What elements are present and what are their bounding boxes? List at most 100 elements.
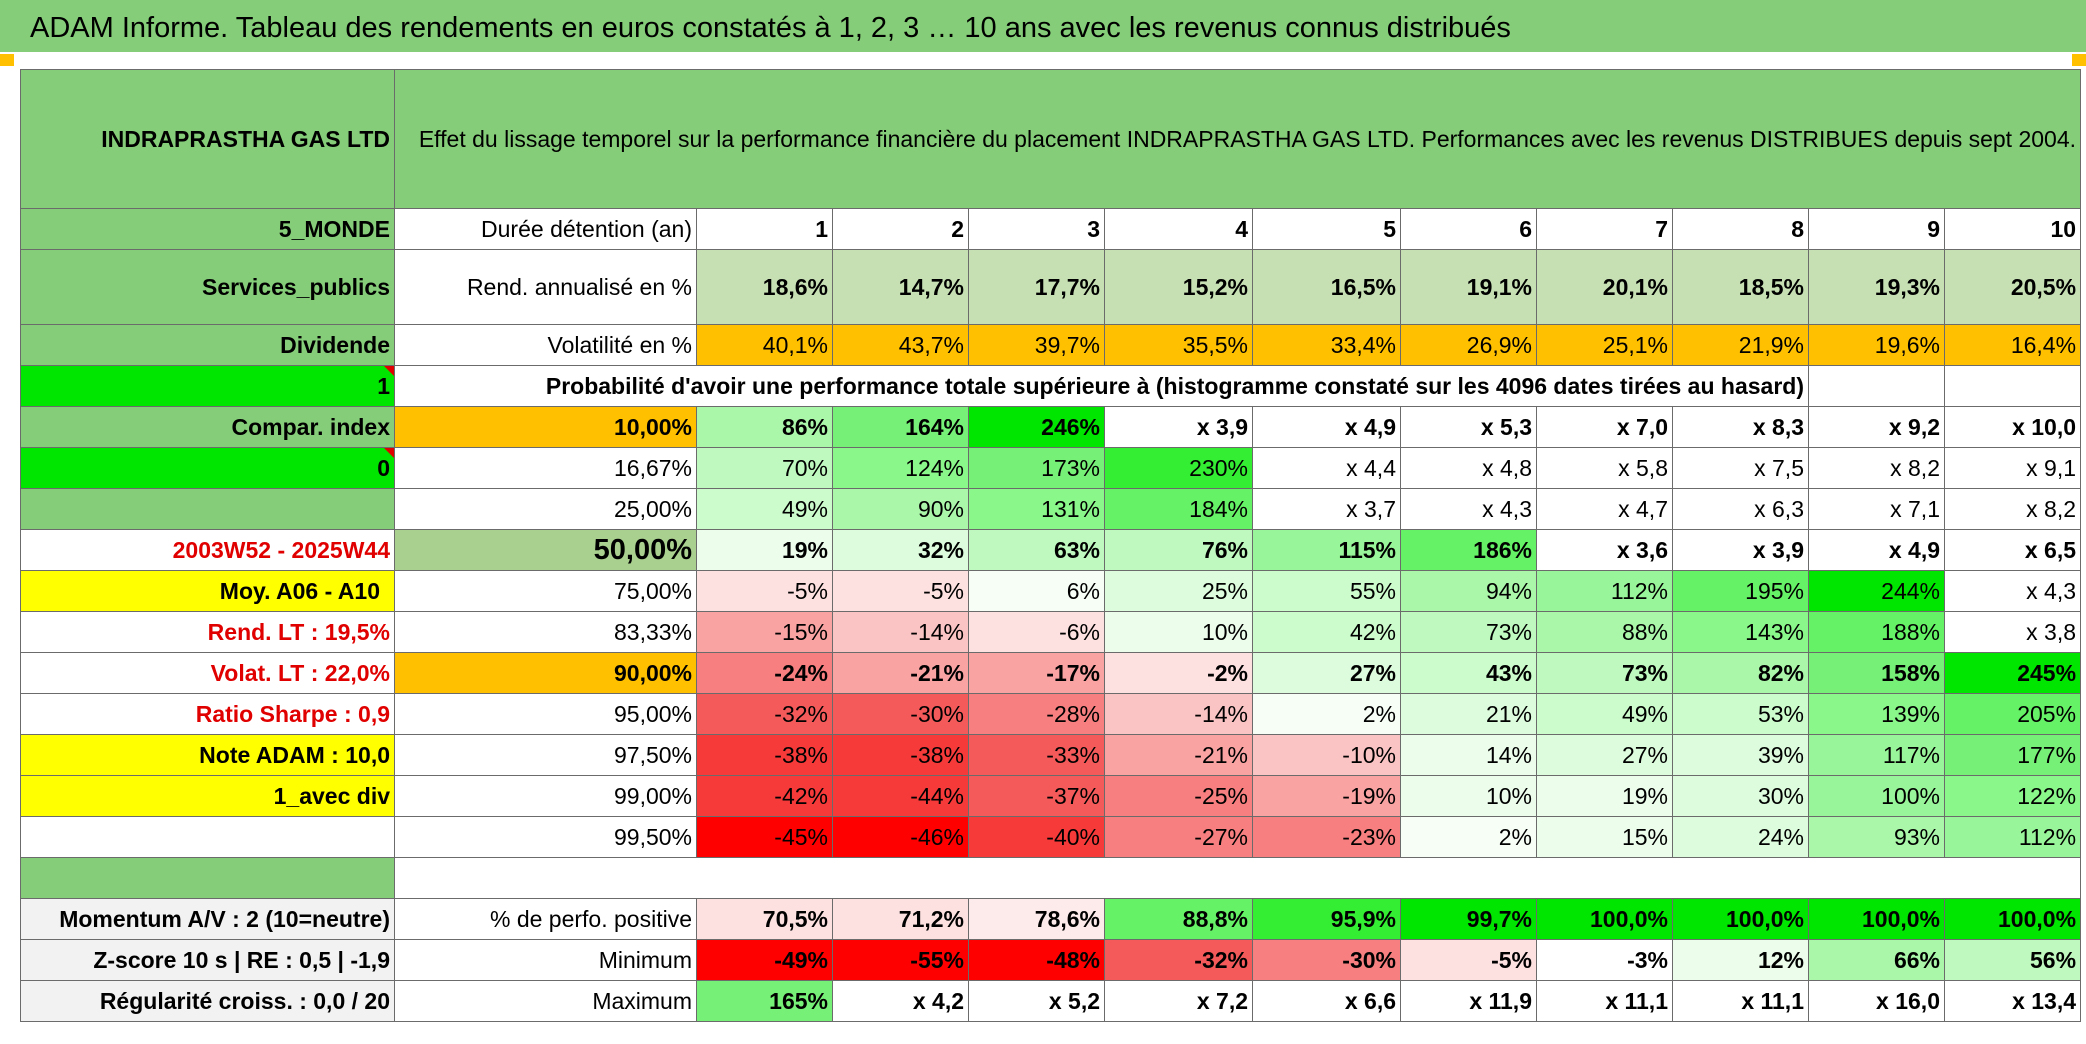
rend-cell: 15,2% [1104, 249, 1253, 325]
probability-cell: 246% [968, 406, 1105, 448]
rend-cell: 19,3% [1808, 249, 1945, 325]
probability-cell: 39% [1672, 734, 1809, 776]
probability-cell: -17% [968, 652, 1105, 694]
probability-row: 0 16,67% 70% 124% 173% 230% x 4,4 x 4,8 x 5,8 x 7… [20, 447, 2082, 489]
summary-cell: 99,7% [1400, 898, 1537, 940]
probability-cell: -21% [832, 652, 969, 694]
summary-cell: x 11,9 [1400, 980, 1537, 1022]
rend-cell: 20,1% [1536, 249, 1673, 325]
probability-row: Rend. LT : 19,5% 83,33% -15% -14% -6% 10% 42% 7… [20, 611, 2082, 653]
header-row: INDRAPRASTHA GAS LTD Effet du lissage te… [20, 69, 2082, 209]
summary-cell: 100,0% [1536, 898, 1673, 940]
probability-cell: 122% [1943, 775, 2082, 817]
probability-cell: x 3,9 [1104, 406, 1253, 448]
one-cell[interactable]: 1 [20, 365, 395, 407]
summary-cell: -3% [1536, 939, 1673, 981]
probability-cell: 6% [968, 570, 1105, 612]
rend-label: Rend. annualisé en % [394, 249, 697, 325]
summary-cell: 95,9% [1252, 898, 1401, 940]
probability-cell: 14% [1400, 734, 1537, 776]
probability-cell: 177% [1943, 734, 2082, 776]
zero-cell[interactable]: 0 [20, 447, 395, 489]
moy-label: Moy. A06 - A10 [20, 570, 395, 612]
summary-cell: 88,8% [1104, 898, 1253, 940]
probability-cell: 245% [1943, 652, 2082, 694]
probability-cell: 173% [968, 447, 1105, 489]
vol-label: Volatilité en % [394, 324, 697, 366]
probability-cell: -38% [696, 734, 833, 776]
summary-cell: -49% [696, 939, 833, 981]
probability-cell: 115% [1252, 529, 1401, 571]
rend-cell: 20,5% [1943, 249, 2082, 325]
summary-cell: 70,5% [696, 898, 833, 940]
probability-row: 1_avec div 99,00% -42% -44% -37% -25% -19% 10% 1… [20, 775, 2082, 817]
probability-cell: 186% [1400, 529, 1537, 571]
probability-cell: x 7,1 [1808, 488, 1945, 530]
probability-row: 25,00% 49% 90% 131% 184% x 3,7 x 4,3 x 4,7 x 6,3… [20, 488, 2082, 530]
summary-cell: 100,0% [1943, 898, 2082, 940]
probability-cell: -46% [832, 816, 969, 858]
percentile-label: 25,00% [394, 488, 697, 530]
probability-cell: -33% [968, 734, 1105, 776]
probability-cell: x 4,3 [1400, 488, 1537, 530]
summary-cell: x 11,1 [1536, 980, 1673, 1022]
probability-cell: -5% [696, 570, 833, 612]
probability-cell: x 3,8 [1943, 611, 2082, 653]
vol-cell: 43,7% [832, 324, 969, 366]
vol-cell: 19,6% [1808, 324, 1945, 366]
sector-label: Services_publics [20, 249, 395, 325]
probability-cell: 76% [1104, 529, 1253, 571]
probability-cell: 32% [832, 529, 969, 571]
probability-row: 99,50% -45% -46% -40% -27% -23% 2% 15% 24% 93% 112… [20, 816, 2082, 858]
rend-cell: 17,7% [968, 249, 1105, 325]
summary-cell: x 16,0 [1808, 980, 1945, 1022]
probability-cell: 25% [1104, 570, 1253, 612]
percentile-label: 10,00% [394, 406, 697, 448]
probability-cell: x 4,3 [1943, 570, 2082, 612]
summary-cell: x 7,2 [1104, 980, 1253, 1022]
rend-cell: 14,7% [832, 249, 969, 325]
probability-cell: 53% [1672, 693, 1809, 735]
probability-cell: -40% [968, 816, 1105, 858]
probability-cell: x 8,2 [1808, 447, 1945, 489]
summary-cell: -30% [1252, 939, 1401, 981]
probability-cell: -27% [1104, 816, 1253, 858]
rend-cell: 19,1% [1400, 249, 1537, 325]
probability-cell: 2% [1252, 693, 1401, 735]
probability-cell: 86% [696, 406, 833, 448]
probability-cell: 19% [696, 529, 833, 571]
rend-row: Services_publics Rend. annualisé en % 18… [20, 249, 2082, 325]
rend-cell: 16,5% [1252, 249, 1401, 325]
type-label: Dividende [20, 324, 395, 366]
probability-cell: x 4,7 [1536, 488, 1673, 530]
year-header: 3 [968, 208, 1105, 250]
percentile-label: 99,50% [394, 816, 697, 858]
percentile-label: 97,50% [394, 734, 697, 776]
year-header: 6 [1400, 208, 1537, 250]
vol-cell: 26,9% [1400, 324, 1537, 366]
probability-cell: x 7,5 [1672, 447, 1809, 489]
probability-cell: x 3,6 [1536, 529, 1673, 571]
vol-cell: 39,7% [968, 324, 1105, 366]
summary-left-label: Z-score 10 s | RE : 0,5 | -1,9 [20, 939, 395, 981]
probability-cell: x 4,8 [1400, 447, 1537, 489]
probability-row: Volat. LT : 22,0% 90,00% -24% -21% -17% -2% 27… [20, 652, 2082, 694]
vol-cell: 33,4% [1252, 324, 1401, 366]
sharpe-label: Ratio Sharpe : 0,9 [20, 693, 395, 735]
probability-cell: -14% [1104, 693, 1253, 735]
probability-cell: 124% [832, 447, 969, 489]
probability-cell: x 8,3 [1672, 406, 1809, 448]
summary-cell: 100,0% [1672, 898, 1809, 940]
probability-cell: x 4,4 [1252, 447, 1401, 489]
probability-cell: 82% [1672, 652, 1809, 694]
probability-cell: 94% [1400, 570, 1537, 612]
avec-div-label: 1_avec div [20, 775, 395, 817]
summary-label: Minimum [394, 939, 697, 981]
probability-cell: 21% [1400, 693, 1537, 735]
probability-cell: 30% [1672, 775, 1809, 817]
probability-cell: 158% [1808, 652, 1945, 694]
summary-label: Maximum [394, 980, 697, 1022]
probability-cell: x 10,0 [1943, 406, 2082, 448]
probability-cell: x 8,2 [1943, 488, 2082, 530]
rend-lt-label: Rend. LT : 19,5% [20, 611, 395, 653]
